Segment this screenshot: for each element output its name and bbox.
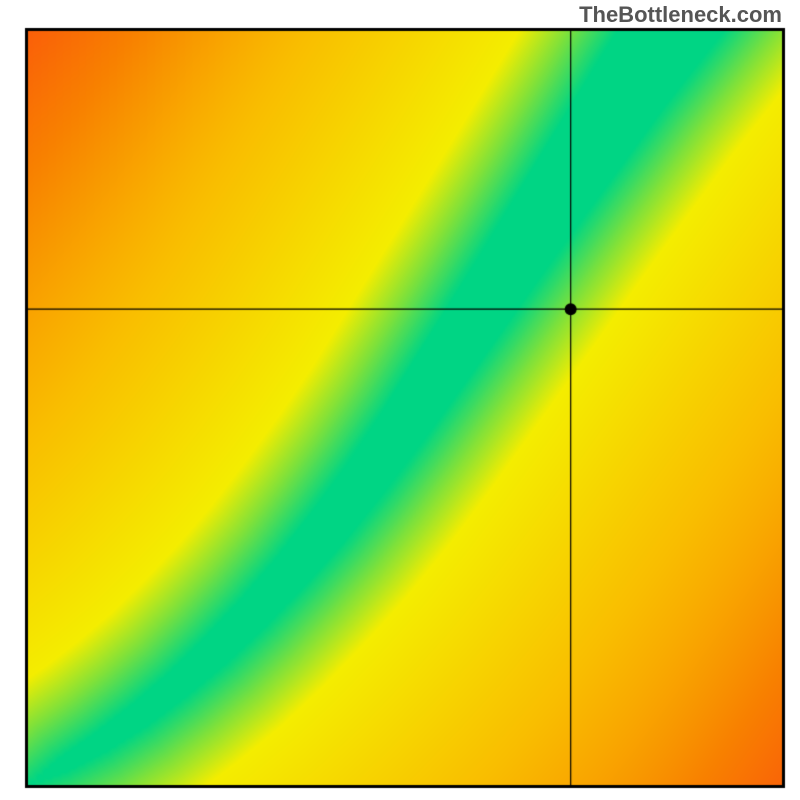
chart-container: TheBottleneck.com (0, 0, 800, 800)
watermark-text: TheBottleneck.com (579, 2, 782, 28)
bottleneck-heatmap-chart (0, 0, 800, 800)
